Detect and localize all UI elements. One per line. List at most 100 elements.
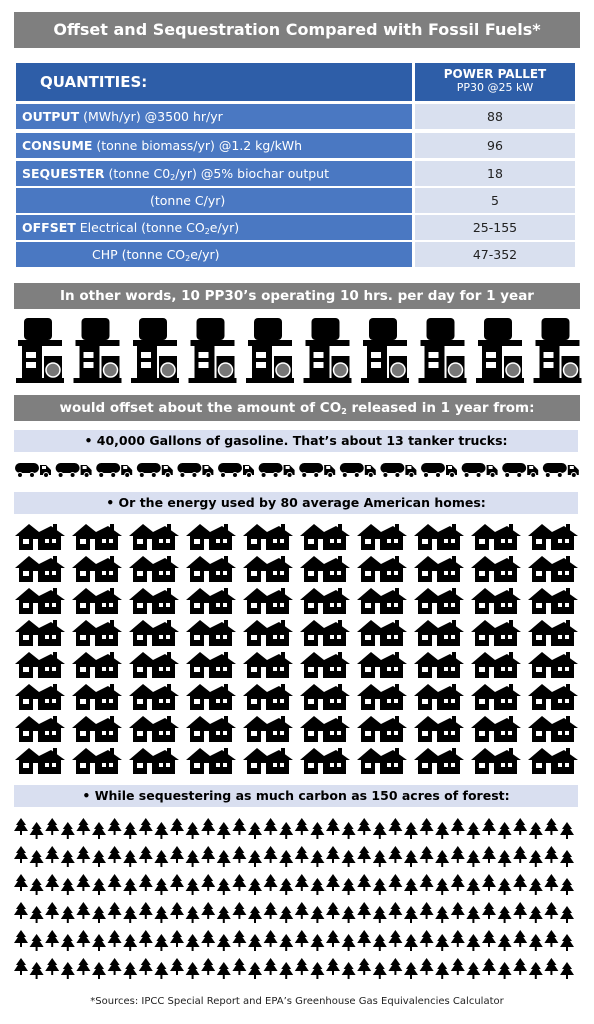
house-icon [414,652,464,678]
house-icon [129,748,179,774]
tree-icon [107,902,122,919]
tree-icon [123,822,138,839]
tree-icon [341,906,356,923]
tree-icon [76,958,91,975]
row-value: 47-352 [415,242,575,267]
tree-icon [123,962,138,979]
tree-icon [388,818,403,835]
tanker-truck-icon [95,462,133,478]
row-value: 96 [415,133,575,158]
subscript: 2 [185,254,191,263]
tree-icon [138,846,153,863]
tree-icon [92,906,106,923]
house-icon [186,652,236,678]
tree-icon [216,906,231,923]
banner: would offset about the amount of CO2 rel… [14,395,580,421]
house-icon [243,684,293,710]
tree-icon [528,822,543,839]
tree-icon [29,878,44,895]
house-icon [15,652,65,678]
row-value: 25-155 [415,215,575,240]
item-banner: • Or the energy used by 80 average Ameri… [14,492,578,514]
tree-icon [357,902,372,919]
tanker-truck-icon [339,462,377,478]
house-icon [72,556,122,582]
tree-icon [466,878,481,895]
house-icon [129,524,179,550]
tree-icon [170,902,184,919]
tree-icon [450,818,465,835]
house-icon [15,684,65,710]
tree-icon [341,850,356,867]
house-icon [243,716,293,742]
tree-icon [60,962,75,979]
tree-icon [497,822,512,839]
house-icon [471,652,521,678]
tree-icon [45,846,60,863]
tree-icon [185,878,200,895]
house-icon [72,684,122,710]
house-icon [528,588,578,614]
tree-icon [45,958,60,975]
tree-icon [372,878,387,895]
tree-icon [294,930,309,947]
tree-icon [435,906,450,923]
tree-icon [404,962,418,979]
house-icon [72,748,122,774]
tanker-truck-icon [136,462,174,478]
label-text: e/yr) [190,247,220,262]
row-label: OFFSET Electrical (tonne CO2e/yr) [16,215,412,240]
title: Offset and Sequestration Compared with F… [14,12,580,48]
tree-icon [450,846,465,863]
tree-icon [201,874,216,891]
tree-icon [513,958,528,975]
tree-icon [138,958,153,975]
tree-icon [185,850,200,867]
label-text: (tonne C0 [104,166,171,181]
tree-icon [248,878,262,895]
tree-icon [560,962,574,979]
tree-icon [216,850,231,867]
label-text: e/yr) [209,220,240,235]
tree-icon [388,958,403,975]
tree-icon [201,958,216,975]
power-pallet-icon [130,317,180,384]
tree-icon [528,962,543,979]
tanker-truck-icon [542,462,580,478]
house-icon [471,620,521,646]
house-icon [72,524,122,550]
row-value: 88 [415,104,575,129]
tree-icon [560,878,574,895]
label-text: (tonne biomass/yr) @1.2 kg/kWh [92,138,303,153]
house-icon [357,524,407,550]
tree-icon [294,958,309,975]
house-icon [15,588,65,614]
house-icon [186,556,236,582]
tree-icon [482,874,496,891]
tree-icon [513,846,528,863]
tree-icon [435,962,450,979]
house-icon [528,684,578,710]
house-icon [357,588,407,614]
tree-icon [310,822,325,839]
label-text: (tonne C/yr) [150,193,226,208]
row-label: CONSUME (tonne biomass/yr) @1.2 kg/kWh [16,133,412,158]
tree-icon [201,818,216,835]
banner-text: would offset about the amount of CO [59,400,342,416]
power-pallet-icon [360,317,410,384]
house-icon [357,684,407,710]
house-icon [72,588,122,614]
tree-icon [388,874,403,891]
tree-icon [123,878,138,895]
house-icon [300,684,350,710]
tree-icon [466,962,481,979]
tree-icon [544,958,559,975]
tree-icon [326,930,340,947]
tanker-truck-icon [14,462,52,478]
house-icon [72,620,122,646]
house-icon [414,588,464,614]
tree-icon [528,934,543,951]
tree-icon [482,818,496,835]
house-icon [528,652,578,678]
tanker-truck-icon [55,462,93,478]
